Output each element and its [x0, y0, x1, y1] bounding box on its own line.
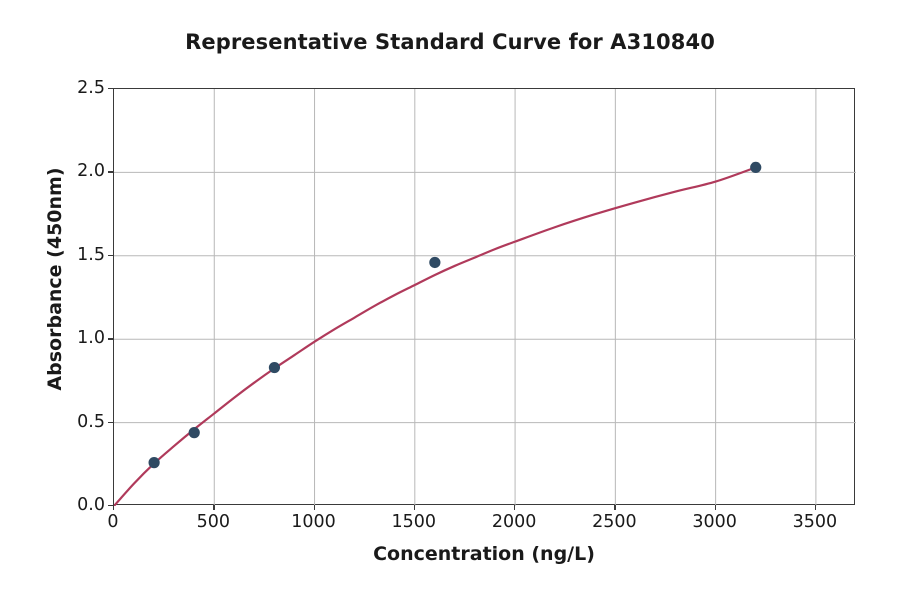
data-point-marker — [148, 457, 160, 469]
y-axis-tick-mark — [108, 338, 113, 340]
y-axis-tick-mark — [108, 171, 113, 173]
x-axis-tick-label: 1000 — [291, 512, 336, 532]
x-axis-tick-mark — [814, 505, 817, 510]
x-axis-tick-label: 1500 — [391, 512, 437, 532]
x-axis-tick-mark — [413, 505, 416, 510]
x-axis-tick-label: 2000 — [491, 512, 537, 532]
x-axis-title: Concentration (ng/L) — [373, 543, 595, 565]
x-axis-tick-labels: 0 500 1000 1500 2000 2500 3000 3500 — [0, 512, 900, 542]
data-point-marker — [188, 427, 200, 439]
x-axis-tick-mark — [313, 505, 315, 510]
x-axis-tick-label: 2500 — [592, 512, 637, 532]
chart-title: Representative Standard Curve for A31084… — [185, 30, 715, 54]
y-axis-tick-mark — [108, 88, 113, 90]
data-point-marker — [750, 161, 762, 173]
y-axis-tick-mark — [108, 421, 113, 423]
y-axis-tick-label: 1.0 — [77, 328, 105, 349]
y-axis-tick-label: 1.5 — [77, 244, 105, 265]
y-axis-tick-mark — [108, 505, 113, 507]
x-axis-tick-mark — [113, 505, 115, 510]
y-axis-tick-mark — [108, 254, 113, 257]
y-axis-tick-labels: 0.0 0.5 1.0 1.5 2.0 2.5 — [40, 78, 105, 515]
x-axis-tick-label: 3000 — [692, 512, 737, 532]
grid-vertical-lines — [213, 89, 817, 506]
y-axis-tick-label: 0.0 — [77, 495, 105, 515]
plot-area — [113, 88, 856, 506]
data-point-marker — [429, 256, 441, 269]
x-axis-tick-mark — [514, 505, 516, 510]
x-axis-tick-label: 500 — [196, 512, 230, 532]
x-axis-tick-mark — [714, 505, 716, 510]
x-axis-tick-mark — [213, 505, 215, 510]
y-axis-tick-label: 2.0 — [77, 161, 105, 182]
x-axis-tick-label: 0 — [107, 512, 119, 532]
grid-horizontal-lines — [114, 171, 856, 424]
data-point-marker — [268, 361, 281, 374]
fit-curve-line — [114, 166, 757, 506]
y-axis-tick-label: 2.5 — [77, 78, 105, 98]
y-axis-title: Absorbance (450nm) — [44, 167, 66, 391]
x-axis-tick-mark — [614, 505, 616, 510]
x-axis-tick-label: 3500 — [792, 512, 838, 532]
y-axis-tick-label: 0.5 — [77, 411, 105, 432]
plot-canvas — [114, 89, 856, 506]
data-point-markers — [148, 161, 762, 469]
